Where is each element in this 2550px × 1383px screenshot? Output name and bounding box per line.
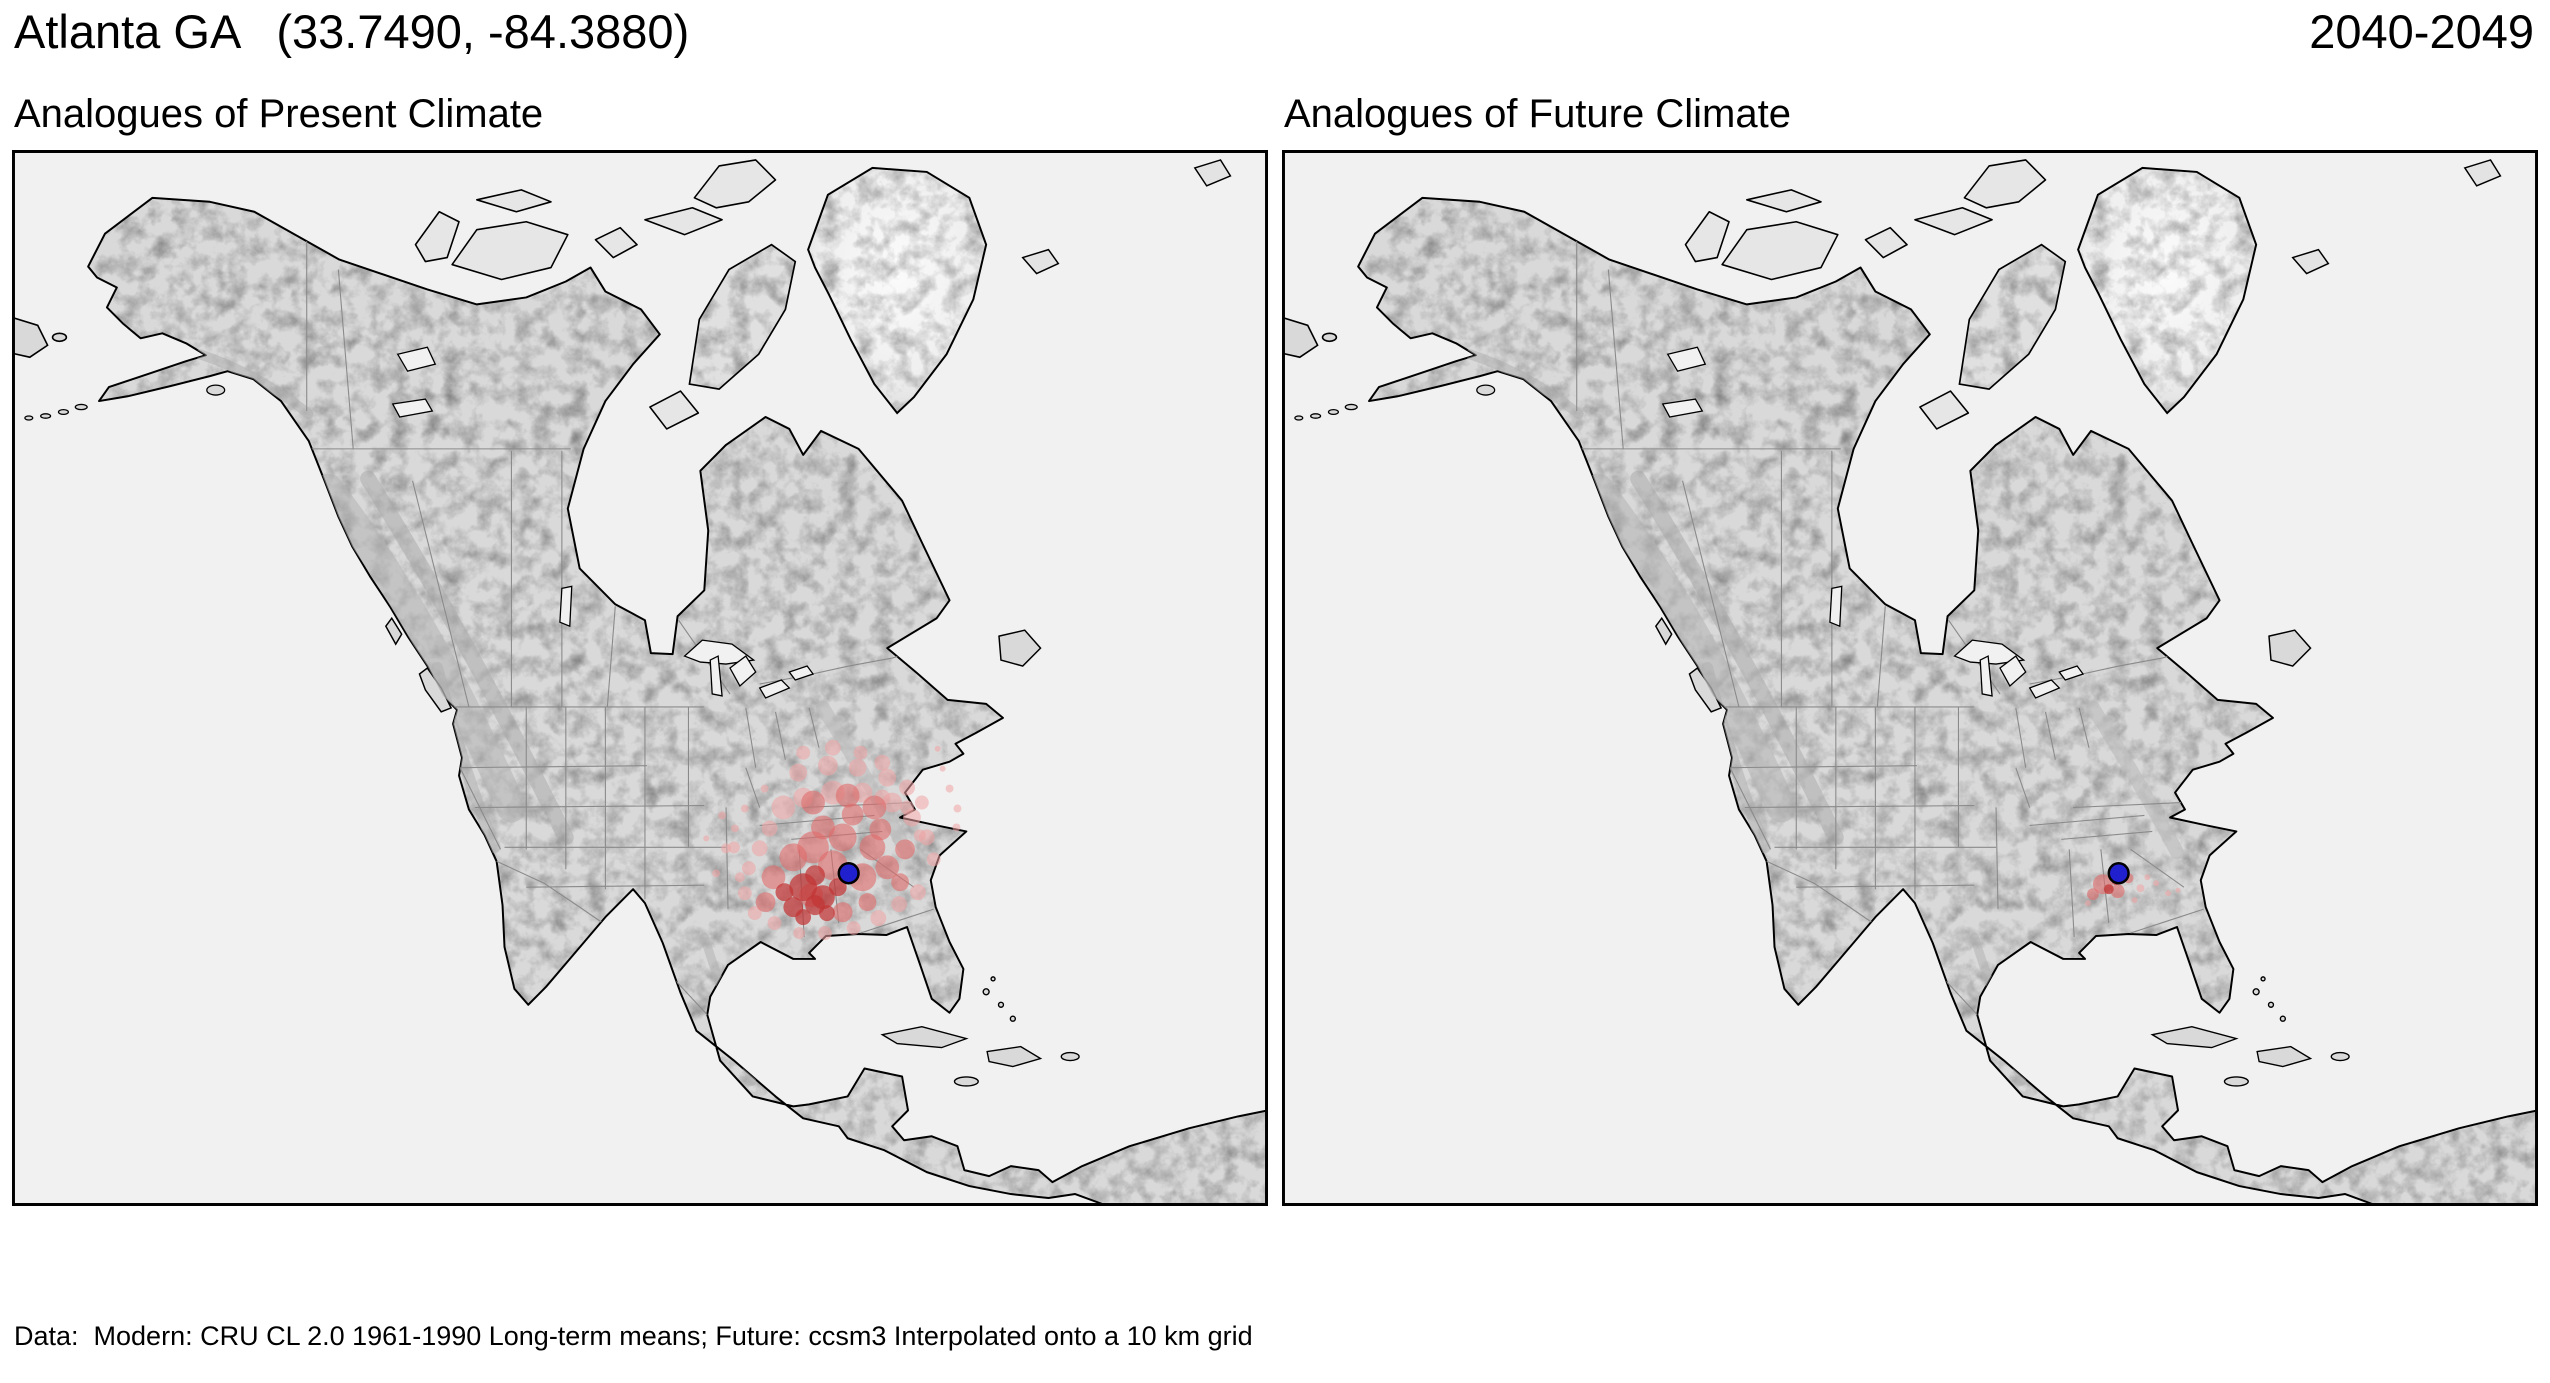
location-title: Atlanta GA	[14, 5, 242, 58]
data-source-line: Data: Modern: CRU CL 2.0 1961-1990 Long-…	[14, 1321, 1253, 1351]
period-label: 2040-2049	[2309, 5, 2534, 58]
present-climate-map	[12, 150, 1268, 1206]
analog-region-present-medium	[755, 783, 915, 923]
future-map-canvas	[1282, 150, 2538, 1206]
present-map-canvas	[12, 150, 1268, 1206]
target-location-marker	[2107, 862, 2130, 885]
analog-region-present-high	[775, 865, 847, 926]
target-location-marker	[837, 862, 860, 885]
figure-footer: Data: Modern: CRU CL 2.0 1961-1990 Long-…	[14, 1226, 1959, 1383]
location-coordinates: (33.7490, -84.3880)	[276, 5, 690, 58]
analog-region-present-low	[703, 739, 962, 941]
present-panel-title: Analogues of Present Climate	[14, 92, 544, 136]
future-climate-map	[1282, 150, 2538, 1206]
analog-region-future-low	[2085, 874, 2181, 907]
figure-header: Atlanta GA (33.7490, -84.3880) 2040-2049	[14, 4, 2534, 62]
future-panel-title: Analogues of Future Climate	[1284, 92, 1791, 136]
